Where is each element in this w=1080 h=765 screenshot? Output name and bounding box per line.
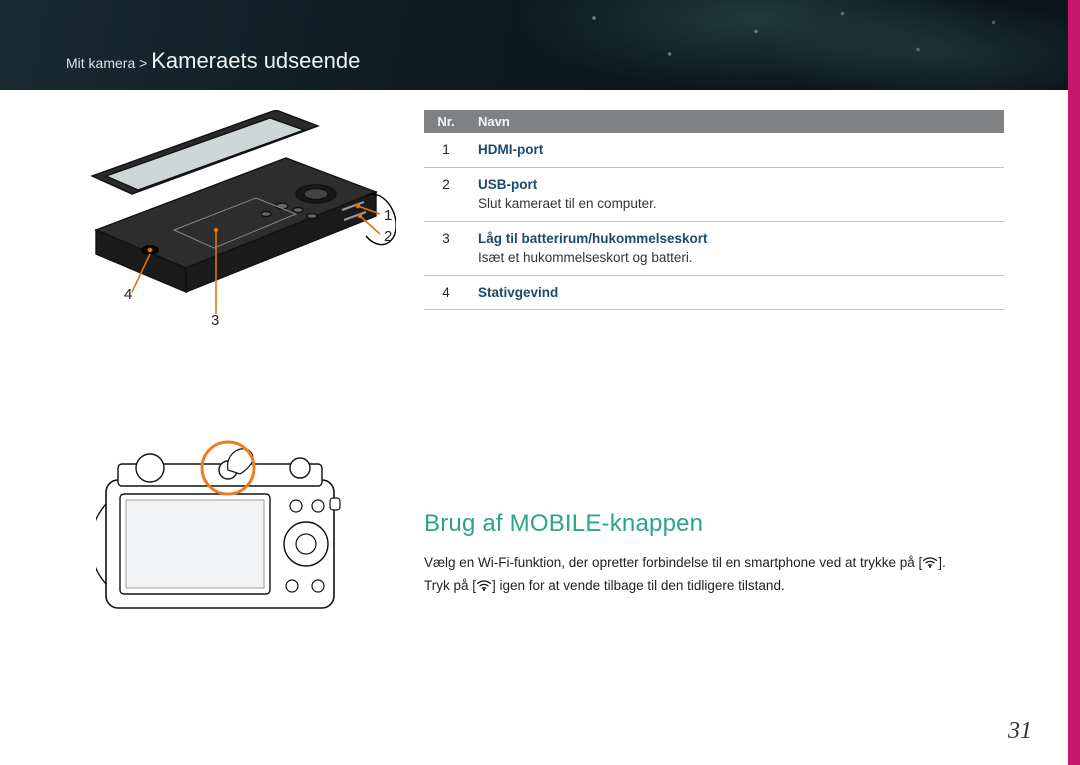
line1a: Vælg en Wi-Fi-funktion, der opretter for… [424, 555, 922, 570]
callout-2: 2 [384, 228, 392, 245]
th-nr: Nr. [424, 110, 468, 133]
cell-name: USB-port Slut kameraet til en computer. [468, 167, 1004, 221]
cell-name: HDMI-port [468, 133, 1004, 167]
section-body: Vælg en Wi-Fi-funktion, der opretter for… [424, 552, 1014, 598]
camera-bottom-svg [66, 110, 396, 330]
left-column: 1 2 3 4 [66, 110, 396, 620]
camera-back-svg [96, 440, 356, 620]
breadcrumb: Mit kamera > Kameraets udseende [66, 48, 360, 74]
callout-3: 3 [211, 312, 219, 329]
table-row: 2 USB-port Slut kameraet til en computer. [424, 167, 1004, 221]
part-name: HDMI-port [478, 142, 543, 157]
page-title: Kameraets udseende [151, 48, 360, 73]
cell-name: Låg til batterirum/hukommelseskort Isæt e… [468, 221, 1004, 275]
line1b: ]. [938, 555, 946, 570]
line2b: ] igen for at vende tilbage til den tidl… [492, 578, 785, 593]
parts-table: Nr. Navn 1 HDMI-port 2 USB-port Slut kamerae… [424, 110, 1004, 310]
callout-1: 1 [384, 207, 392, 224]
header-banner: Mit kamera > Kameraets udseende [0, 0, 1080, 90]
table-row: 4 Stativgevind [424, 275, 1004, 310]
wifi-icon [922, 555, 938, 569]
line2a: Tryk på [ [424, 578, 476, 593]
camera-back-illustration [96, 440, 376, 620]
part-desc: Isæt et hukommelseskort og batteri. [478, 248, 994, 268]
accent-stripe [1068, 0, 1080, 765]
content: 1 2 3 4 [66, 110, 1014, 765]
part-name: USB-port [478, 177, 537, 192]
camera-bottom-illustration: 1 2 3 4 [66, 110, 396, 330]
part-name: Låg til batterirum/hukommelseskort [478, 231, 708, 246]
breadcrumb-prefix: Mit kamera > [66, 55, 147, 71]
section-heading: Brug af MOBILE-knappen [424, 510, 1014, 538]
callout-4: 4 [124, 286, 132, 303]
right-column: Nr. Navn 1 HDMI-port 2 USB-port Slut kamerae… [424, 110, 1014, 598]
table-row: 1 HDMI-port [424, 133, 1004, 167]
page-number: 31 [1008, 718, 1032, 745]
part-name: Stativgevind [478, 285, 558, 300]
cell-nr: 4 [424, 275, 468, 310]
th-name: Navn [468, 110, 1004, 133]
table-row: 3 Låg til batterirum/hukommelseskort Isæt … [424, 221, 1004, 275]
cell-nr: 3 [424, 221, 468, 275]
cell-nr: 2 [424, 167, 468, 221]
page: Mit kamera > Kameraets udseende [0, 0, 1080, 765]
cell-nr: 1 [424, 133, 468, 167]
cell-name: Stativgevind [468, 275, 1004, 310]
wifi-icon [476, 578, 492, 592]
part-desc: Slut kameraet til en computer. [478, 194, 994, 214]
